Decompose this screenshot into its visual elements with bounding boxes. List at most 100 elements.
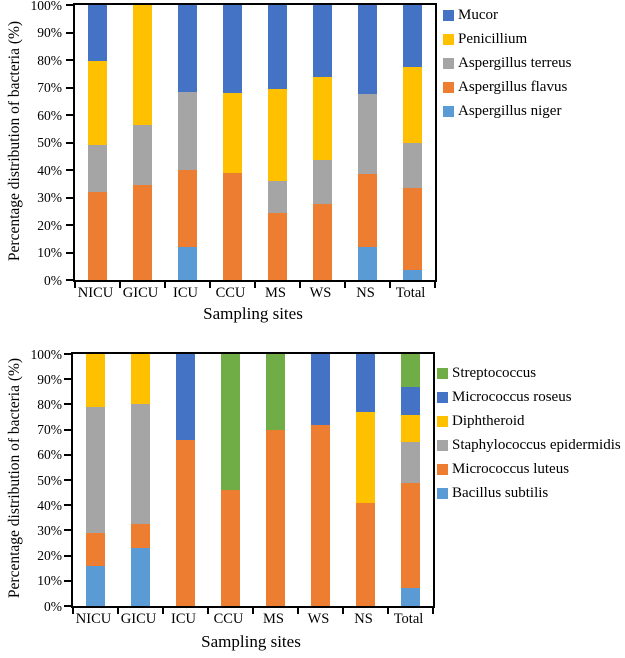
y-tick-mark: [64, 378, 71, 381]
y-tick-mark: [64, 479, 71, 481]
category-cell: [298, 354, 343, 606]
x-axis-tick-labels: NICU GICU ICU CCU MS WS NS Total: [73, 285, 433, 305]
x-tick-label: Total: [393, 611, 424, 627]
y-tick-mark: [66, 114, 73, 116]
bar-segment: [268, 212, 287, 280]
legend-item: Aspergillus niger: [443, 104, 571, 119]
legend-label: Diphtheroid: [452, 413, 525, 429]
legend-swatch: [437, 416, 448, 427]
y-tick-label: 40%: [37, 162, 62, 178]
y-tick-mark: [64, 353, 71, 355]
bar-segment: [223, 5, 242, 93]
y-tick-label: 60%: [37, 447, 62, 463]
x-tick-mark: [72, 608, 74, 614]
bar-segment: [356, 354, 375, 412]
bacteria-distribution-chart: Percentage distribution of bacteria (%) …: [0, 330, 625, 658]
stacked-bar: [311, 354, 330, 606]
y-tick-label: 70%: [37, 421, 62, 437]
bar-segment: [313, 204, 332, 280]
stacked-bar: [86, 354, 105, 606]
y-tick-label: 80%: [37, 396, 62, 412]
bar-segment: [401, 414, 420, 443]
y-tick-mark: [64, 529, 71, 532]
bar-segment: [313, 160, 332, 205]
bar-segment: [358, 94, 377, 175]
y-tick-label: 20%: [37, 547, 62, 563]
bar-segment: [131, 548, 150, 606]
bar-segment: [176, 354, 195, 440]
legend-label: Aspergillus terreus: [458, 55, 572, 71]
legend-item: Diphtheroid: [437, 414, 621, 429]
plot-area: [66, 3, 437, 288]
legend: Streptococcus Micrococcus roseus Diphthero…: [437, 366, 621, 510]
category-cell: [388, 354, 433, 606]
category-cell: [343, 354, 388, 606]
legend-label: Staphylococcus epidermidis: [452, 437, 621, 453]
legend-swatch: [443, 10, 454, 21]
x-axis-tick-labels: NICU GICU ICU CCU MS WS NS Total: [71, 611, 431, 631]
y-tick-label: 10%: [37, 573, 62, 589]
legend-label: Penicillium: [458, 31, 528, 47]
x-tick-label: WS: [309, 285, 332, 301]
x-tick-mark: [432, 608, 434, 614]
bar-segment: [266, 354, 285, 430]
legend-item: Penicillium: [443, 32, 571, 47]
bar-segment: [313, 5, 332, 77]
legend-label: Bacillus subtilis: [452, 485, 549, 501]
category-cell: [390, 5, 435, 280]
y-tick-label: 0%: [44, 598, 62, 614]
fungi-distribution-chart: Percentage distribution of bacteria (%) …: [6, 0, 571, 323]
bar-segment: [401, 588, 420, 606]
stacked-bar: [88, 5, 107, 280]
x-axis-title: Sampling sites: [203, 304, 303, 323]
bar-segment: [311, 424, 330, 606]
bar-segment: [401, 482, 420, 589]
y-tick-mark: [64, 504, 71, 507]
legend-item: Aspergillus flavus: [443, 80, 571, 95]
x-tick-label: NICU: [75, 611, 112, 627]
legend-label: Streptococcus: [452, 365, 537, 381]
bar-segment: [88, 5, 107, 62]
y-tick-mark: [64, 605, 71, 607]
y-tick-mark: [66, 59, 73, 61]
x-tick-mark: [342, 608, 344, 614]
y-tick-mark: [66, 141, 73, 144]
x-tick-label: NICU: [77, 285, 114, 301]
y-tick-label: 70%: [37, 79, 62, 95]
y-tick-mark: [66, 31, 73, 34]
plot-area: [64, 352, 435, 614]
bar-segment: [86, 354, 105, 407]
bar-segment: [176, 439, 195, 606]
y-tick-mark: [64, 453, 71, 456]
y-tick-mark: [64, 428, 71, 431]
stacked-bar: [131, 354, 150, 606]
category-cell: [163, 354, 208, 606]
x-tick-mark: [434, 282, 436, 288]
x-tick-label: ICU: [171, 611, 196, 627]
y-tick-mark: [64, 579, 71, 582]
y-tick-mark: [66, 224, 73, 226]
legend: Mucor Penicillium Aspergillus terreus Asper…: [443, 8, 571, 128]
category-cell: [208, 354, 253, 606]
legend-label: Micrococcus roseus: [452, 389, 572, 405]
y-tick-label: 50%: [37, 472, 62, 488]
bar-segment: [356, 411, 375, 503]
bar-segment: [223, 172, 242, 280]
legend-item: Streptococcus: [437, 366, 621, 381]
bar-segment: [403, 187, 422, 271]
bar-segment: [268, 5, 287, 89]
bar-segment: [268, 88, 287, 181]
category-cell: [120, 5, 165, 280]
x-tick-mark: [344, 282, 346, 288]
bar-segment: [131, 524, 150, 549]
y-tick-mark: [66, 251, 73, 254]
bar-segment: [86, 532, 105, 566]
bar-segment: [311, 354, 330, 425]
x-tick-label: NS: [356, 285, 375, 301]
y-tick-label: 10%: [37, 244, 62, 260]
stacked-bar: [356, 354, 375, 606]
legend-item: Bacillus subtilis: [437, 486, 621, 501]
category-cell: [75, 5, 120, 280]
stacked-bar: [401, 354, 420, 606]
